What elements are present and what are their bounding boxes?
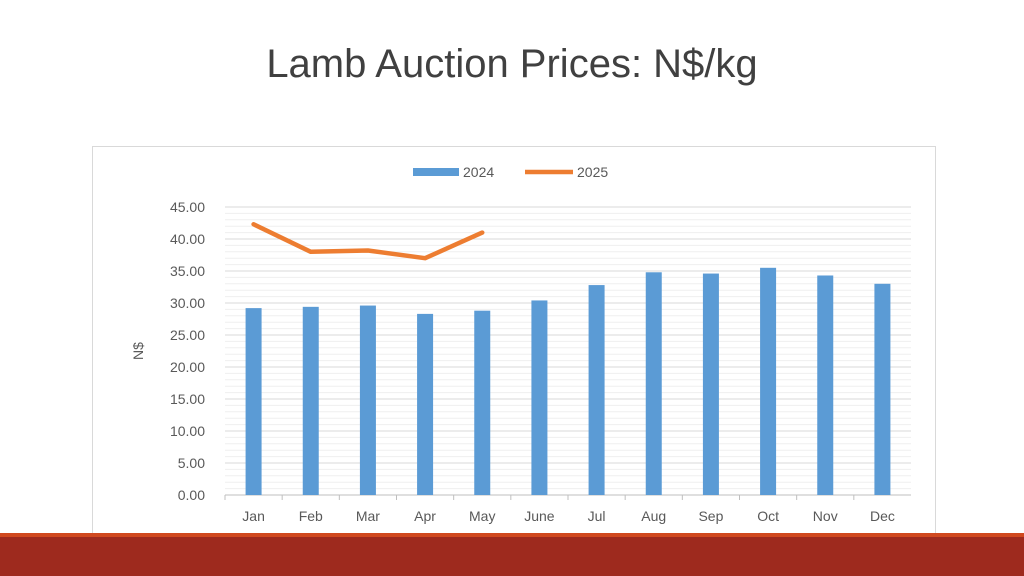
y-tick-label: 5.00: [178, 455, 205, 471]
y-tick-label: 40.00: [170, 231, 205, 247]
y-tick-label: 30.00: [170, 295, 205, 311]
x-tick-label: May: [469, 508, 495, 524]
y-axis-title: N$: [130, 342, 146, 360]
bar-2024-feb: [302, 306, 319, 495]
slide-title: Lamb Auction Prices: N$/kg: [266, 42, 758, 86]
y-tick-label: 0.00: [178, 487, 205, 503]
x-tick-label: Jul: [588, 508, 606, 524]
x-tick-label: Mar: [356, 508, 380, 524]
bar-2024-mar: [359, 305, 376, 495]
x-tick-label: Dec: [870, 508, 895, 524]
y-tick-label: 15.00: [170, 391, 205, 407]
bar-2024-jan: [245, 308, 262, 495]
x-tick-label: Nov: [813, 508, 838, 524]
x-tick-label: June: [524, 508, 555, 524]
x-tick-label: Oct: [757, 508, 779, 524]
bar-2024-dec: [874, 283, 891, 495]
x-tick-label: Feb: [299, 508, 323, 524]
y-tick-label: 10.00: [170, 423, 205, 439]
bar-2024-sep: [702, 273, 719, 495]
legend-label-2024: 2024: [463, 164, 494, 180]
footer-accent-line: [0, 533, 1024, 537]
y-tick-label: 20.00: [170, 359, 205, 375]
bar-2024-aug: [645, 272, 662, 495]
bar-2024-apr: [417, 313, 434, 495]
x-tick-label: Aug: [641, 508, 666, 524]
legend-label-2025: 2025: [577, 164, 608, 180]
chart: 0.00 5.00 10.00 15.00 20.00 25.00 30.00 35.00 40…: [130, 164, 911, 524]
y-tick-label: 45.00: [170, 199, 205, 215]
y-tick-label: 25.00: [170, 327, 205, 343]
bar-2024-june: [531, 300, 548, 495]
y-tick-label: 35.00: [170, 263, 205, 279]
bar-2024-jul: [588, 285, 605, 495]
bar-2024-oct: [760, 267, 777, 495]
x-tick-label: Apr: [414, 508, 436, 524]
line-2025: [251, 222, 485, 261]
legend-swatch-2024: [413, 168, 459, 176]
x-tick-label: Sep: [698, 508, 723, 524]
bar-2024-nov: [817, 275, 834, 495]
footer-band: [0, 537, 1024, 576]
bar-2024-may: [474, 310, 491, 495]
chart-container: 0.00 5.00 10.00 15.00 20.00 25.00 30.00 35.00 40…: [92, 146, 936, 534]
x-tick-label: Jan: [242, 508, 265, 524]
